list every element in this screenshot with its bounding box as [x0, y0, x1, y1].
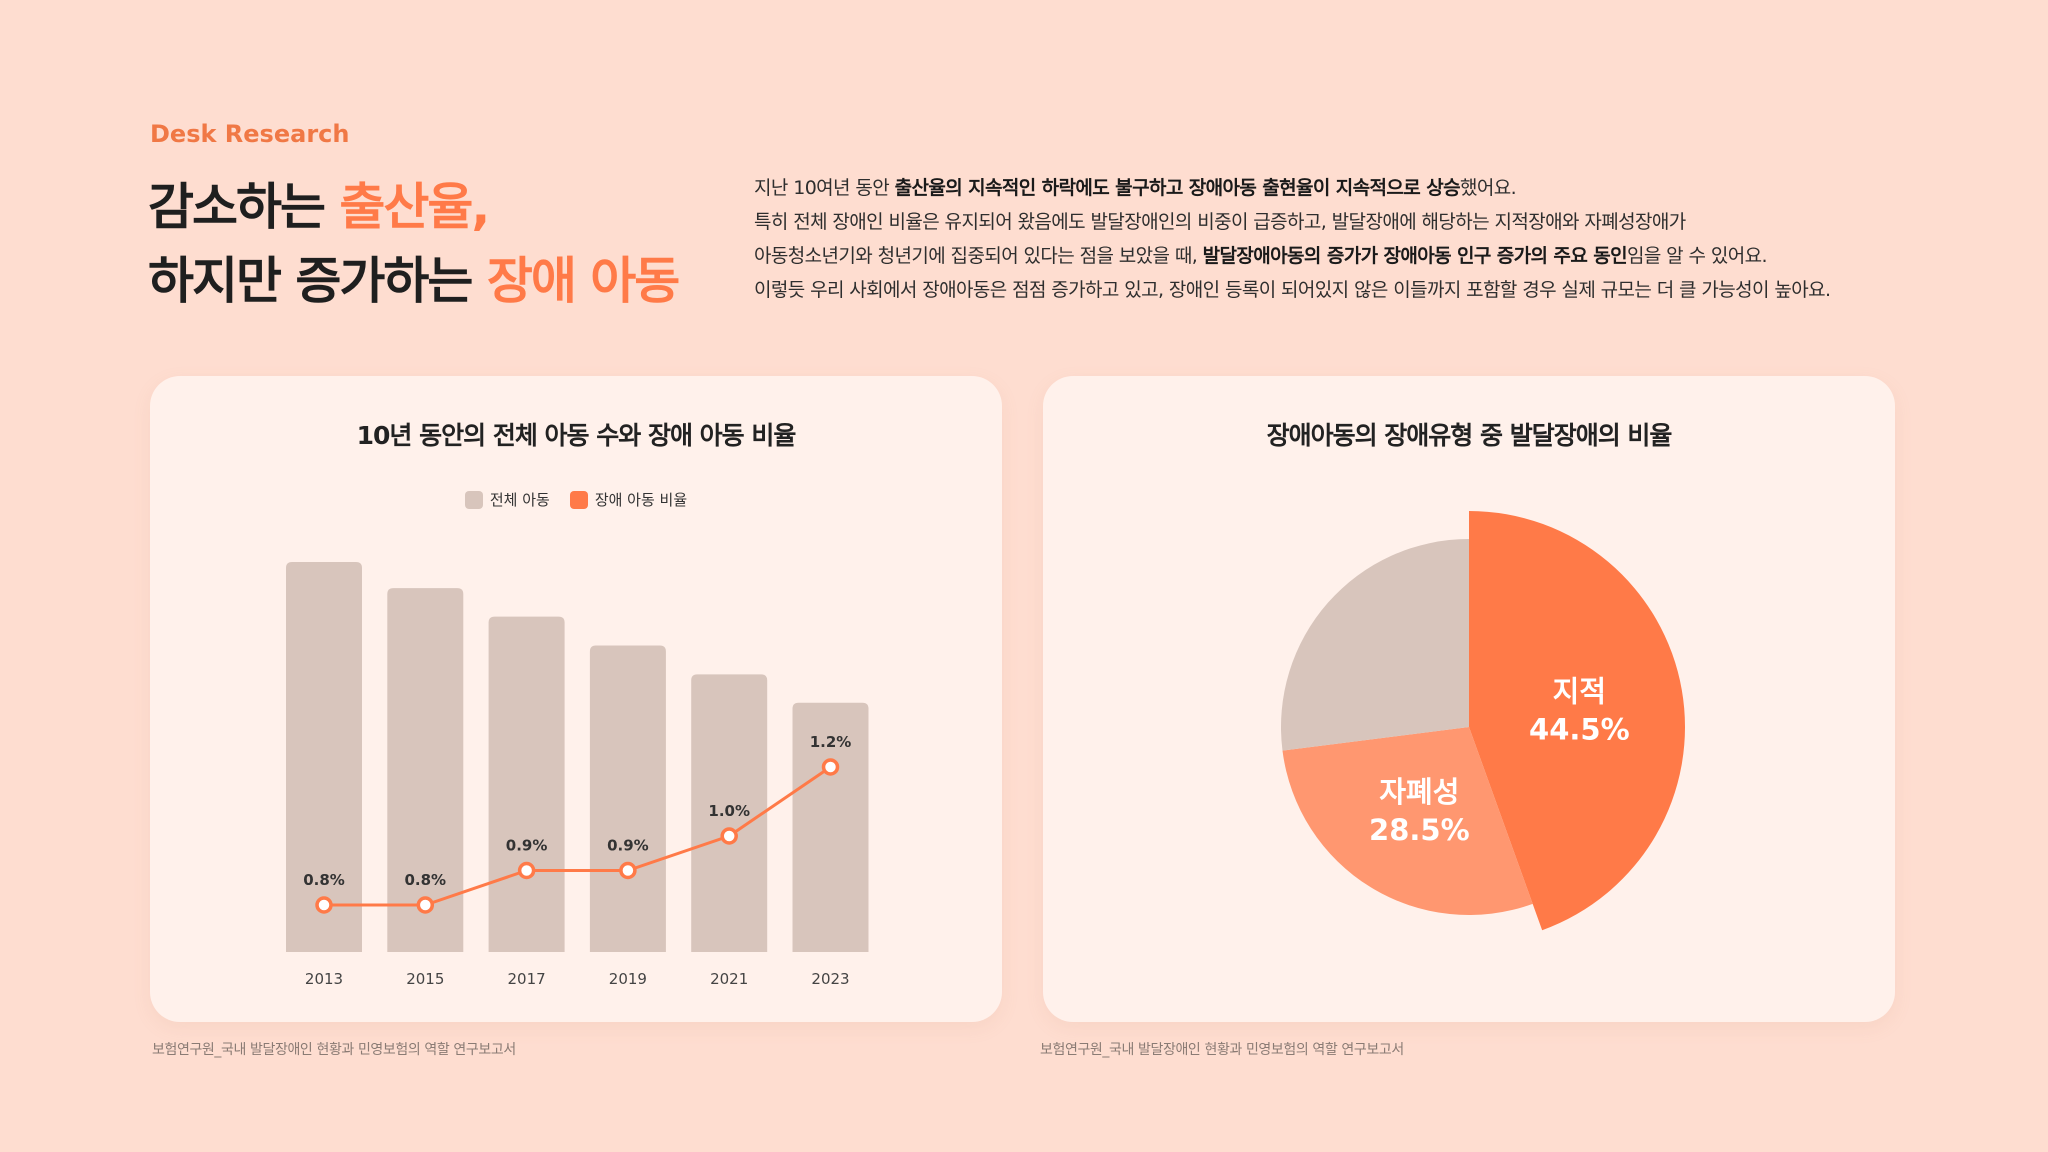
ratio-point-2013 — [315, 896, 333, 914]
legend-item-disabled-ratio: 장애 아동 비율 — [569, 489, 688, 510]
page-headline: 감소하는 출산율, 하지만 증가하는 장애 아동 — [148, 170, 680, 318]
legend-swatch-line — [569, 490, 588, 509]
pie-label-value-intellectual: 44.5% — [1529, 713, 1630, 747]
x-tick-2023: 2023 — [811, 970, 849, 988]
pie-label-name-intellectual: 지적 — [1553, 675, 1606, 709]
desc-l3-a: 아동청소년기와 청년기에 집중되어 있다는 점을 보았을 때, — [754, 245, 1203, 267]
description-line-4: 이렇듯 우리 사회에서 장애아동은 점점 증가하고 있고, 장애인 등록이 되어… — [754, 279, 1831, 301]
x-tick-2017: 2017 — [508, 970, 546, 988]
desc-l1-c: 했어요. — [1459, 177, 1517, 199]
pie-chart-svg: 지적 44.5% 자폐성 28.5% — [1281, 511, 1685, 931]
description-line-1: 지난 10여년 동안 출산율의 지속적인 하락에도 불구하고 장애아동 출현율이… — [754, 171, 1914, 205]
ratio-line — [324, 765, 832, 907]
bar-line-chart-card: 10년 동안의 전체 아동 수와 장애 아동 비율 전체 아동 장애 아동 비율… — [150, 376, 1002, 1022]
pie-slice-autism — [1282, 727, 1533, 915]
bar-chart-title: 10년 동안의 전체 아동 수와 장애 아동 비율 — [356, 421, 797, 450]
headline-line2-text: 하지만 증가하는 — [148, 252, 487, 310]
ratio-label-2017: 0.9% — [506, 837, 548, 855]
pie-chart-source: 보험연구원_국내 발달장애인 현황과 민영보험의 역할 연구보고서 — [1040, 1042, 1404, 1058]
headline-line2-highlight: 장애 아동 — [486, 252, 680, 310]
ratio-point-2021 — [720, 827, 738, 845]
ratio-point-2017 — [517, 861, 536, 880]
pie-slice-other — [1281, 539, 1469, 751]
desc-l3-bold: 발달장애아동의 증가가 장애아동 인구 증가의 주요 동인 — [1202, 245, 1628, 267]
bar-chart-legend: 전체 아동 장애 아동 비율 — [150, 489, 1002, 510]
legend-swatch-bar — [464, 490, 483, 509]
bar-chart-source: 보험연구원_국내 발달장애인 현황과 민영보험의 역할 연구보고서 — [152, 1042, 516, 1058]
x-tick-2019: 2019 — [609, 970, 647, 988]
ratio-point-2015 — [416, 896, 435, 914]
bar-2023 — [792, 702, 869, 952]
description-line-2: 특히 전체 장애인 비율은 유지되어 왔음에도 발달장애인의 비중이 급증하고,… — [754, 211, 1686, 233]
pie-label-value-autism: 28.5% — [1369, 813, 1470, 847]
bar-2015 — [387, 588, 464, 952]
pie-chart-title: 장애아동의 장애유형 중 발달장애의 비율 — [1266, 421, 1673, 450]
bar-2021 — [691, 674, 768, 952]
desc-l1-a: 지난 10여년 동안 — [754, 177, 895, 199]
bar-2013 — [286, 562, 362, 952]
ratio-label-2021: 1.0% — [708, 802, 750, 820]
legend-label-disabled-ratio: 장애 아동 비율 — [594, 491, 688, 509]
bar-2017 — [488, 616, 565, 952]
pie-chart-card: 장애아동의 장애유형 중 발달장애의 비율 지적 44.5% 자폐성 28.5% — [1043, 376, 1895, 1022]
headline-line1-text: 감소하는 — [148, 178, 340, 236]
description-paragraph: 지난 10여년 동안 출산율의 지속적인 하락에도 불구하고 장애아동 출현율이… — [754, 171, 1914, 307]
pie-slice-intellectual — [1469, 511, 1685, 931]
bar-2019 — [589, 645, 666, 952]
legend-label-total-children: 전체 아동 — [489, 491, 550, 509]
x-tick-2015: 2015 — [406, 970, 444, 988]
eyebrow-label: Desk Research — [150, 120, 350, 148]
description-line-3: 아동청소년기와 청년기에 집중되어 있다는 점을 보았을 때, 발달장애아동의 … — [754, 239, 1914, 273]
ratio-point-2023 — [821, 758, 840, 776]
ratio-label-2013: 0.8% — [303, 871, 345, 889]
ratio-label-2023: 1.2% — [810, 733, 852, 751]
x-tick-2021: 2021 — [710, 970, 748, 988]
headline-line1-highlight: 출산율, — [339, 178, 490, 236]
legend-item-total-children: 전체 아동 — [464, 489, 550, 510]
bar-line-chart-svg: 2013 2015 2017 2019 2021 2023 0.8% 0.8% 0.9% 0.9%… — [286, 562, 869, 988]
ratio-point-2019 — [619, 861, 637, 880]
pie-label-name-autism: 자폐성 — [1379, 775, 1459, 809]
x-tick-2013: 2013 — [305, 970, 343, 988]
desc-l1-bold: 출산율의 지속적인 하락에도 불구하고 장애아동 출현율이 지속적으로 상승 — [894, 177, 1461, 199]
desc-l3-c: 임을 알 수 있어요. — [1626, 245, 1768, 267]
ratio-label-2019: 0.9% — [607, 837, 649, 855]
ratio-label-2015: 0.8% — [404, 871, 446, 889]
